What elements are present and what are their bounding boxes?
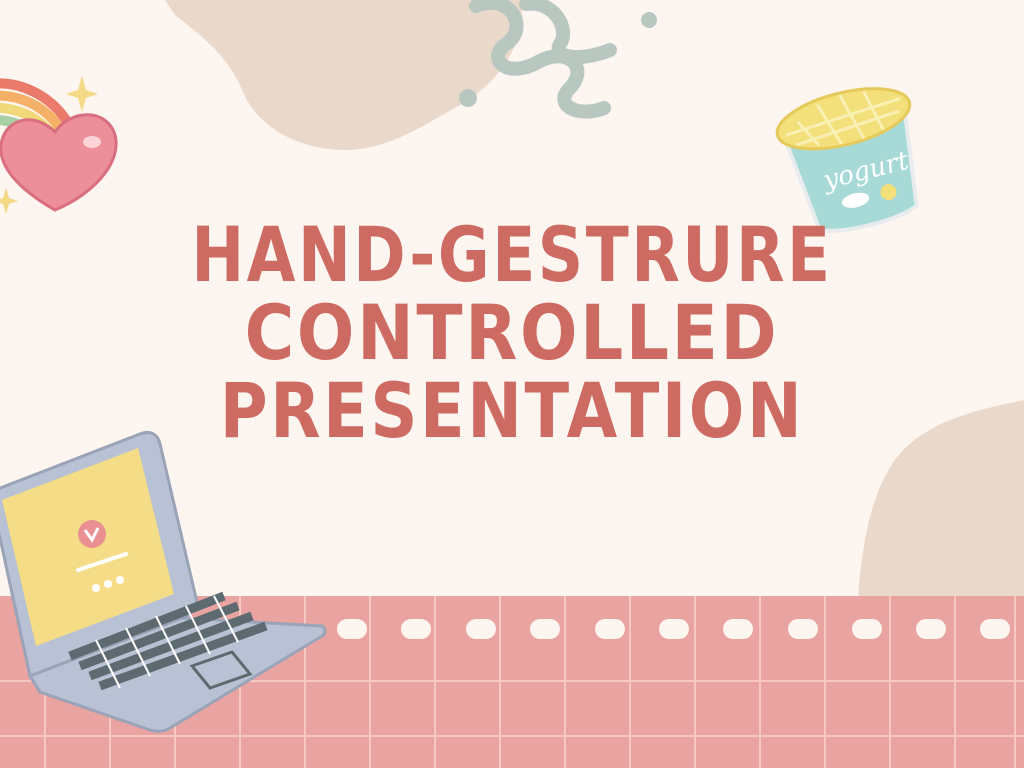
slide-title: HAND-GESTRURE CONTROLLED PRESENTATION — [0, 216, 1024, 450]
band-dots — [337, 619, 1010, 639]
yogurt-cup-icon: yogurt — [775, 87, 919, 233]
title-line-3: PRESENTATION — [219, 366, 805, 455]
heart-sticker — [0, 76, 118, 214]
squiggle-dot — [459, 89, 477, 107]
screen-avatar — [78, 520, 106, 548]
sparkle-icon — [0, 188, 18, 214]
right-blob — [858, 400, 1024, 600]
heart-icon — [0, 113, 118, 212]
sparkle-icon — [66, 76, 98, 112]
trackpad — [189, 650, 253, 690]
title-line-1: HAND-GESTRURE — [191, 210, 833, 299]
laptop-icon — [0, 430, 327, 733]
top-blob — [165, 0, 523, 150]
title-line-2: CONTROLLED — [244, 288, 780, 377]
squiggle-dot — [641, 12, 657, 28]
squiggle-icon — [469, 0, 617, 119]
